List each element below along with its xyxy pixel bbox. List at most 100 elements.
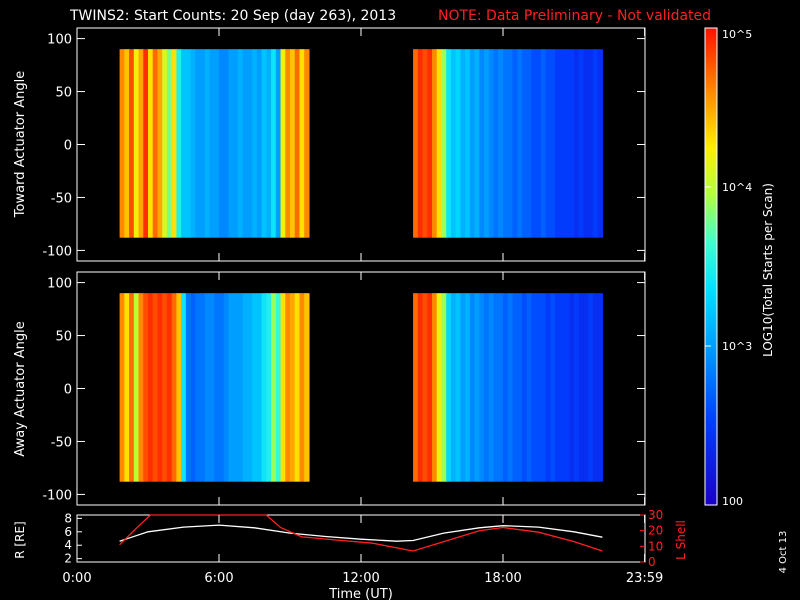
heat-column [237,49,244,238]
heat-column [555,293,561,482]
heat-column [166,293,173,482]
heat-column [498,49,504,238]
y-tick-label: 50 [55,86,72,101]
heat-column [280,293,286,482]
heat-column [574,293,580,482]
heat-column [526,49,532,238]
heat-column [190,293,196,482]
heat-column [252,49,258,238]
heat-column [465,49,471,238]
heat-column [417,49,424,238]
heat-column [119,49,125,238]
heat-column [185,293,192,482]
heat-column [223,49,230,238]
heat-column [214,49,220,238]
orbit-right-tick-label: 10 [648,539,663,553]
heat-column [417,293,424,482]
y-tick-label: 100 [47,33,72,48]
heat-column [531,293,537,482]
heat-column [413,293,419,482]
heat-column [526,293,532,482]
heat-column [285,293,291,482]
heat-column [564,49,570,238]
heat-column [171,293,177,482]
heat-column [124,49,130,238]
heat-column [228,293,234,482]
heat-column [422,49,428,238]
heat-column [242,293,248,482]
y-tick-label: 100 [47,277,72,292]
heat-column [536,293,542,482]
heat-column [592,293,599,482]
heat-column [285,49,291,238]
heat-column [446,293,452,482]
heat-column [432,49,438,238]
heat-column [583,49,589,238]
colorbar-label: LOG10(Total Starts per Scan) [761,183,775,357]
heat-column [503,49,509,238]
heat-column [474,49,480,238]
panel-toward: 100 50 0 -50 -100 Toward Actuator Angle [13,27,646,262]
heat-column [569,293,575,482]
heat-column [294,293,301,482]
heat-column [597,49,603,238]
heat-column [176,293,182,482]
heat-column [266,293,272,482]
orbit-right-tick-label: 20 [648,524,663,538]
date-stamp: 4 Oct 13 [778,531,789,574]
heat-column [119,293,125,482]
y-tick-label: -100 [42,244,72,259]
heat-column [261,293,267,482]
heat-column [460,49,466,238]
heatmap-toward [119,49,603,238]
heat-column [465,293,471,482]
heat-column [540,293,547,482]
heat-column [171,49,177,238]
heat-column [271,293,277,482]
heat-column [540,49,547,238]
heat-column [294,49,301,238]
x-tick-label: 12:00 [342,571,379,586]
heat-column [233,49,239,238]
heat-column [195,49,201,238]
orbit-left-tick-label: 8 [64,511,72,525]
heat-column [432,293,438,482]
heat-column [233,293,239,482]
heat-column [578,49,585,238]
heat-column [162,49,168,238]
heat-column [228,49,234,238]
y-tick-label: -50 [51,191,72,206]
orbit-left-tick-label: 2 [64,552,72,566]
heat-column [512,49,518,238]
heat-column [578,293,585,482]
heat-column [133,293,140,482]
heat-column [204,293,211,482]
heat-column [209,49,215,238]
colorbar-tick-label: 10^5 [722,28,752,41]
heat-column [219,49,225,238]
heat-column [181,293,187,482]
heat-column [436,293,443,482]
heat-column [166,49,173,238]
heat-column [455,49,461,238]
heat-column [441,49,447,238]
heat-column [138,49,144,238]
y-axis-away: 100 50 0 -50 -100 [42,277,645,503]
heat-column [176,49,182,238]
heat-column [474,293,480,482]
heat-column [450,49,457,238]
heat-column [536,49,542,238]
heat-column [427,49,433,238]
orbit-lines [119,514,603,552]
x-label: Time (UT) [328,587,393,600]
heat-column [455,293,461,482]
heat-column [545,49,551,238]
heat-column [550,49,556,238]
y-tick-label: -50 [51,435,72,450]
heat-column [564,293,570,482]
heat-column [271,49,277,238]
x-tick-label: 23:59 [626,571,663,586]
heat-column [256,49,263,238]
heat-column [214,293,220,482]
